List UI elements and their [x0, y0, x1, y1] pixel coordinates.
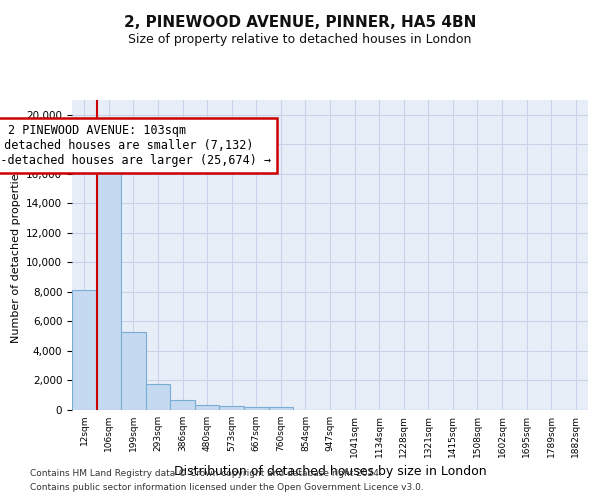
Bar [170, 400, 195, 410]
Bar [97, 166, 121, 410]
Bar [269, 408, 293, 410]
Bar [195, 404, 220, 410]
X-axis label: Distribution of detached houses by size in London: Distribution of detached houses by size … [173, 466, 487, 478]
Bar [121, 332, 146, 410]
Text: 2, PINEWOOD AVENUE, PINNER, HA5 4BN: 2, PINEWOOD AVENUE, PINNER, HA5 4BN [124, 15, 476, 30]
Text: 2 PINEWOOD AVENUE: 103sqm
← 22% of detached houses are smaller (7,132)
78% of se: 2 PINEWOOD AVENUE: 103sqm ← 22% of detac… [0, 124, 271, 166]
Text: Contains HM Land Registry data © Crown copyright and database right 2024.: Contains HM Land Registry data © Crown c… [30, 468, 382, 477]
Text: Contains public sector information licensed under the Open Government Licence v3: Contains public sector information licen… [30, 484, 424, 492]
Bar [220, 406, 244, 410]
Bar [72, 290, 97, 410]
Bar [244, 406, 269, 410]
Bar [146, 384, 170, 410]
Text: Size of property relative to detached houses in London: Size of property relative to detached ho… [128, 32, 472, 46]
Y-axis label: Number of detached properties: Number of detached properties [11, 168, 20, 342]
